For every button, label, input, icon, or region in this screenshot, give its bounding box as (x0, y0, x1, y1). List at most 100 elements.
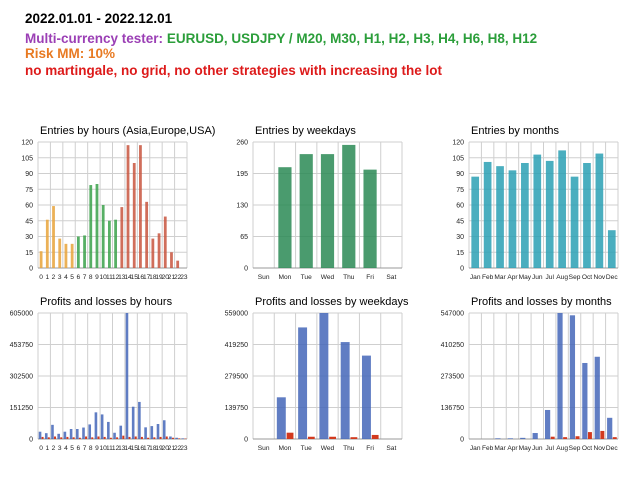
y-tick-label: 90 (456, 171, 464, 178)
profit-bar-9 (94, 412, 98, 439)
loss-bar-Mon (286, 432, 294, 439)
x-tick-label: Wed (321, 445, 335, 452)
x-tick-label: 9 (95, 274, 99, 281)
bar-Dec (607, 230, 616, 268)
x-tick-label: 0 (39, 274, 43, 281)
x-tick-label: Feb (482, 274, 494, 281)
x-tick-label: Jan (470, 445, 481, 452)
loss-bar-7 (85, 436, 88, 439)
x-tick-label: 4 (64, 274, 68, 281)
loss-bar-1 (47, 437, 50, 439)
bar-20 (163, 216, 167, 268)
x-tick-label: 14 (124, 274, 132, 281)
profit-bar-May (520, 437, 526, 439)
y-tick-label: 410250 (441, 342, 464, 349)
bar-Nov (595, 153, 604, 268)
y-tick-label: 0 (244, 437, 248, 444)
loss-bar-Oct (587, 432, 592, 439)
x-tick-label: Jun (532, 445, 543, 452)
profit-bar-Sep (569, 315, 576, 439)
bar-Aug (558, 150, 566, 268)
x-tick-label: 8 (89, 274, 93, 281)
bar-1 (45, 219, 49, 268)
y-tick-label: 151250 (10, 405, 33, 412)
y-tick-label: 0 (244, 266, 248, 273)
loss-bar-5 (72, 437, 75, 439)
profit-bar-19 (156, 424, 160, 439)
bar-8 (89, 185, 93, 268)
x-tick-label: 0 (39, 445, 43, 452)
bar-18 (151, 238, 155, 268)
y-tick-label: 120 (452, 140, 464, 147)
y-tick-label: 15 (25, 250, 33, 257)
bar-0 (39, 251, 43, 268)
bar-10 (101, 205, 105, 268)
x-tick-label: 2 (52, 445, 56, 452)
x-tick-label: Wed (321, 274, 335, 281)
x-tick-label: 3 (58, 274, 62, 281)
y-tick-label: 605000 (10, 311, 33, 318)
y-tick-label: 120 (21, 140, 33, 147)
bar-Jun (533, 154, 542, 268)
x-tick-label: 12 (112, 274, 120, 281)
x-tick-label: 6 (77, 445, 81, 452)
x-tick-label: Nov (594, 445, 606, 452)
profit-bar-15 (131, 406, 135, 439)
bar-15 (132, 163, 136, 268)
x-tick-label: 17 (143, 445, 151, 452)
x-tick-label: Jul (545, 274, 554, 281)
x-tick-label: Fri (366, 274, 374, 281)
x-tick-label: 22 (174, 274, 182, 281)
loss-bar-13 (122, 435, 125, 439)
x-tick-label: Oct (582, 445, 592, 452)
loss-bar-Wed (329, 436, 337, 439)
bar-Wed (320, 154, 335, 268)
profit-bar-Aug (557, 313, 563, 439)
bar-Fri (363, 169, 377, 268)
profit-bar-5 (69, 429, 73, 439)
loss-bar-9 (97, 436, 100, 439)
x-tick-label: 7 (83, 274, 87, 281)
loss-bar-21 (171, 437, 174, 439)
y-tick-label: 30 (456, 234, 464, 241)
x-tick-label: Thu (343, 445, 355, 452)
x-tick-label: 15 (131, 274, 139, 281)
bar-9 (95, 184, 99, 268)
loss-bar-11 (109, 437, 112, 439)
y-tick-label: 419250 (225, 342, 248, 349)
y-tick-label: 559000 (225, 311, 248, 318)
x-tick-label: Apr (507, 445, 518, 452)
bar-14 (126, 145, 130, 268)
y-tick-label: 130 (236, 203, 248, 210)
chart-title-1: Entries by weekdays (255, 125, 356, 137)
profit-bar-Mon (276, 397, 286, 439)
x-tick-label: 15 (131, 445, 139, 452)
bar-Apr (508, 170, 517, 268)
profit-bar-Apr (507, 438, 513, 439)
x-tick-label: 14 (124, 445, 132, 452)
profit-bar-21 (169, 436, 172, 439)
x-tick-label: 20 (162, 445, 170, 452)
x-tick-label: 11 (106, 274, 113, 281)
bar-Mon (278, 167, 292, 268)
x-tick-label: 16 (137, 274, 145, 281)
x-tick-label: May (519, 274, 532, 281)
loss-bar-4 (66, 436, 69, 439)
y-tick-label: 547000 (441, 311, 464, 318)
profit-bar-3 (57, 433, 60, 439)
bar-16 (139, 145, 142, 268)
y-tick-label: 279500 (225, 374, 248, 381)
x-tick-label: Jul (545, 445, 554, 452)
y-tick-label: 15 (456, 250, 464, 257)
profit-bar-14 (125, 313, 129, 439)
loss-bar-10 (103, 436, 106, 439)
loss-bar-0 (41, 436, 44, 439)
bar-Feb (483, 161, 492, 268)
chart-title-2: Entries by months (471, 125, 560, 137)
x-tick-label: 17 (143, 274, 151, 281)
x-tick-label: 21 (168, 274, 176, 281)
x-tick-label: 5 (70, 274, 74, 281)
y-tick-label: 453750 (10, 342, 33, 349)
profit-bar-2 (51, 424, 54, 439)
y-tick-label: 260 (236, 140, 248, 147)
